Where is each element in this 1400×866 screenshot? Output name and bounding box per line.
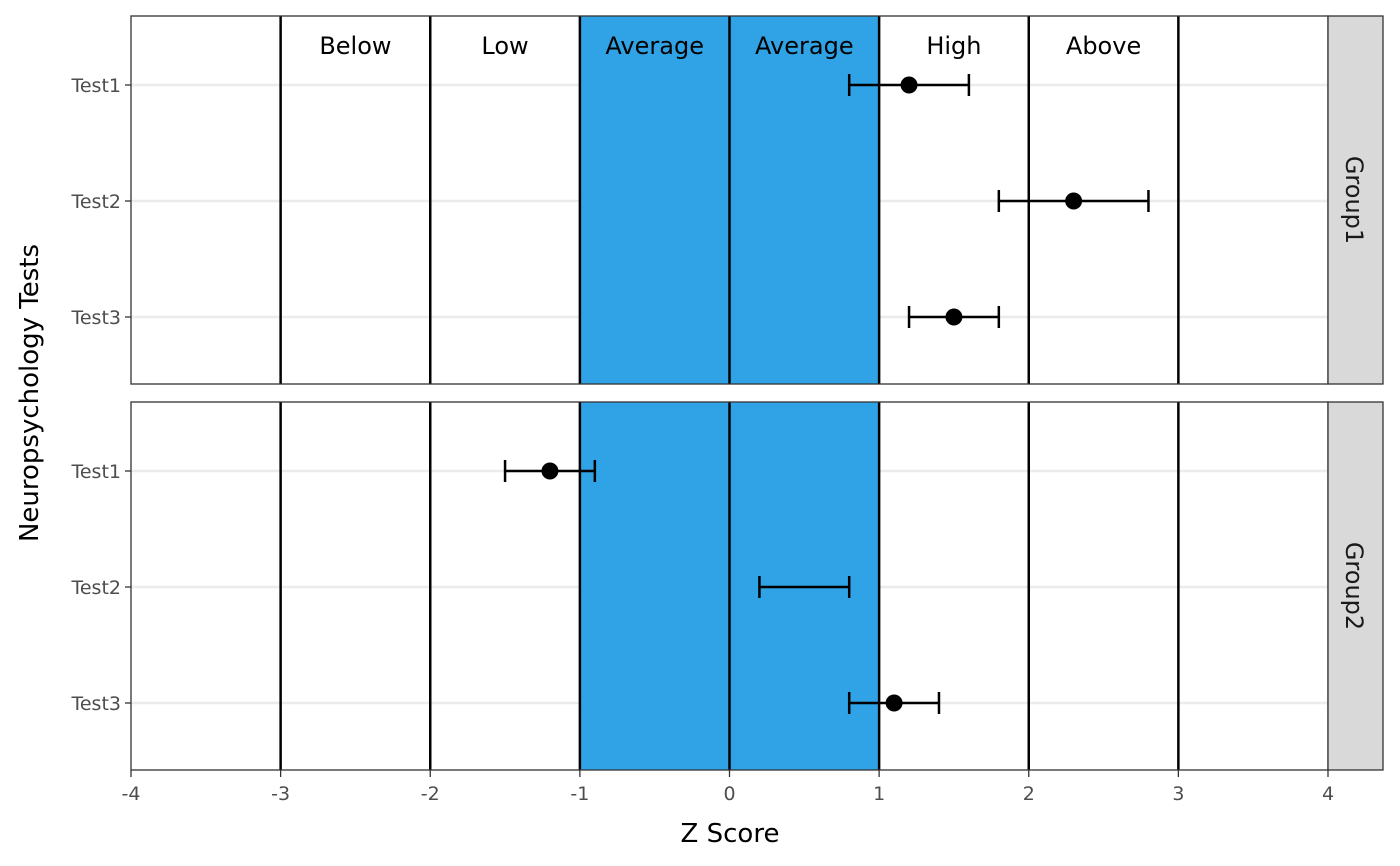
region-label: Below <box>319 32 391 60</box>
panel-group1: Below Low Average Average High Above Test1 Test… <box>70 15 1384 385</box>
panel-group2: Test1 Test2 Test3 Group2 <box>70 401 1384 771</box>
y-tick-label: Test2 <box>70 577 121 599</box>
x-axis-label: Z Score <box>681 819 780 849</box>
data-point <box>1065 192 1083 210</box>
x-tick-label: -4 <box>122 783 141 805</box>
y-tick-label: Test3 <box>70 693 121 715</box>
data-point <box>900 76 918 94</box>
x-tick-label: 1 <box>873 783 885 805</box>
x-tick-label: 2 <box>1023 783 1035 805</box>
x-tick-label: -3 <box>271 783 290 805</box>
y-tick-label: Test1 <box>70 75 121 97</box>
region-label: Average <box>755 32 854 60</box>
x-tick-label: 0 <box>723 783 735 805</box>
x-tick-label: 4 <box>1322 783 1334 805</box>
y-axis-label: Neuropsychology Tests <box>15 244 45 542</box>
y-tick-label: Test1 <box>70 461 121 483</box>
y-tick-label: Test3 <box>70 307 121 329</box>
region-label: Average <box>605 32 704 60</box>
data-point <box>885 694 903 712</box>
data-point <box>541 462 559 480</box>
region-label: Above <box>1066 32 1141 60</box>
facet-strip <box>1327 401 1384 771</box>
data-point <box>945 308 963 326</box>
region-label: Low <box>481 32 528 60</box>
facet-strip-label: Group1 <box>1340 156 1368 244</box>
facet-strip <box>1327 15 1384 385</box>
y-tick-label: Test2 <box>70 191 121 213</box>
x-tick-label: -2 <box>421 783 440 805</box>
region-label: High <box>926 32 981 60</box>
x-tick-label: -1 <box>570 783 589 805</box>
x-tick-label: 3 <box>1172 783 1184 805</box>
facet-strip-label: Group2 <box>1340 542 1368 630</box>
